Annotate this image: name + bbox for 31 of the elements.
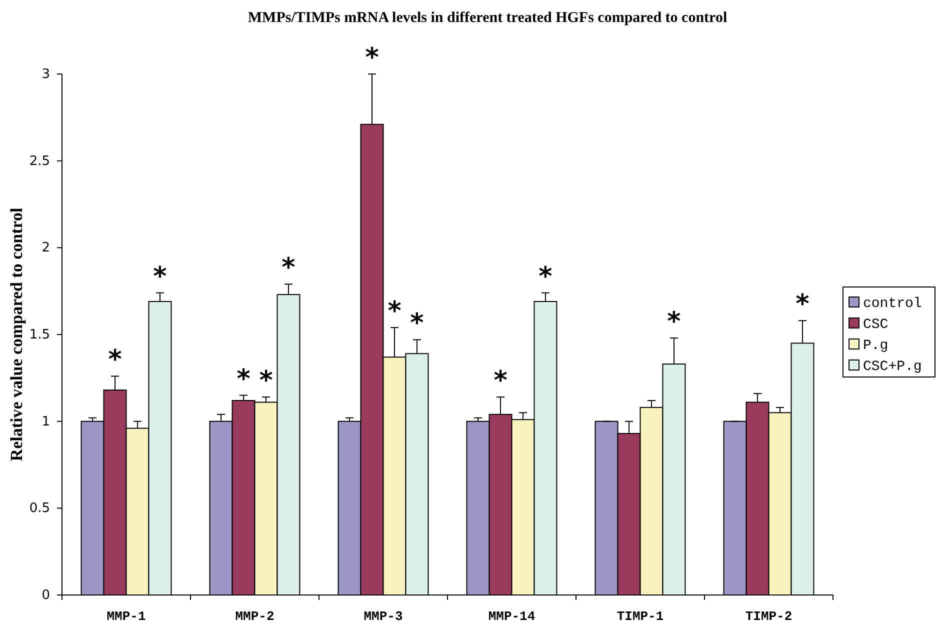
data-label: * xyxy=(388,296,402,327)
x-tick-label: TIMP-1 xyxy=(616,609,664,624)
x-tick-label: MMP-3 xyxy=(364,609,403,624)
chart-title: MMPs/TIMPs mRNA levels in different treated HGFs compared to control xyxy=(248,10,728,26)
y-tick-label: 0.5 xyxy=(29,501,50,516)
legend-label: P.g xyxy=(863,338,888,354)
y-tick-label: 1 xyxy=(42,414,50,430)
data-label: * xyxy=(153,262,168,292)
y-axis-title: Relative value compared to control xyxy=(7,208,26,462)
y-tick-label: 2.5 xyxy=(29,154,50,169)
data-label: * xyxy=(236,364,251,394)
legend-label: CSC xyxy=(863,317,888,333)
legend-label: control xyxy=(863,296,922,312)
x-tick-label: MMP-2 xyxy=(235,609,274,624)
x-tick-label: TIMP-2 xyxy=(745,609,792,624)
y-tick-label: 2 xyxy=(42,240,50,256)
x-tick-label: MMP-1 xyxy=(106,609,146,624)
data-label: * xyxy=(365,43,380,73)
data-label: * xyxy=(796,290,810,320)
data-label: * xyxy=(538,262,553,292)
data-label: * xyxy=(259,366,274,396)
data-label: * xyxy=(108,345,122,376)
y-tick-label: 1.5 xyxy=(29,328,50,342)
legend-label: CSC+P.g xyxy=(863,359,922,375)
data-label: * xyxy=(282,253,296,284)
y-tick-label: 0 xyxy=(42,588,50,603)
data-label: * xyxy=(494,366,508,396)
y-tick-label: 3 xyxy=(42,67,50,82)
data-label: * xyxy=(410,308,424,339)
data-label: * xyxy=(667,306,682,337)
x-tick-label: MMP-14 xyxy=(488,609,536,624)
